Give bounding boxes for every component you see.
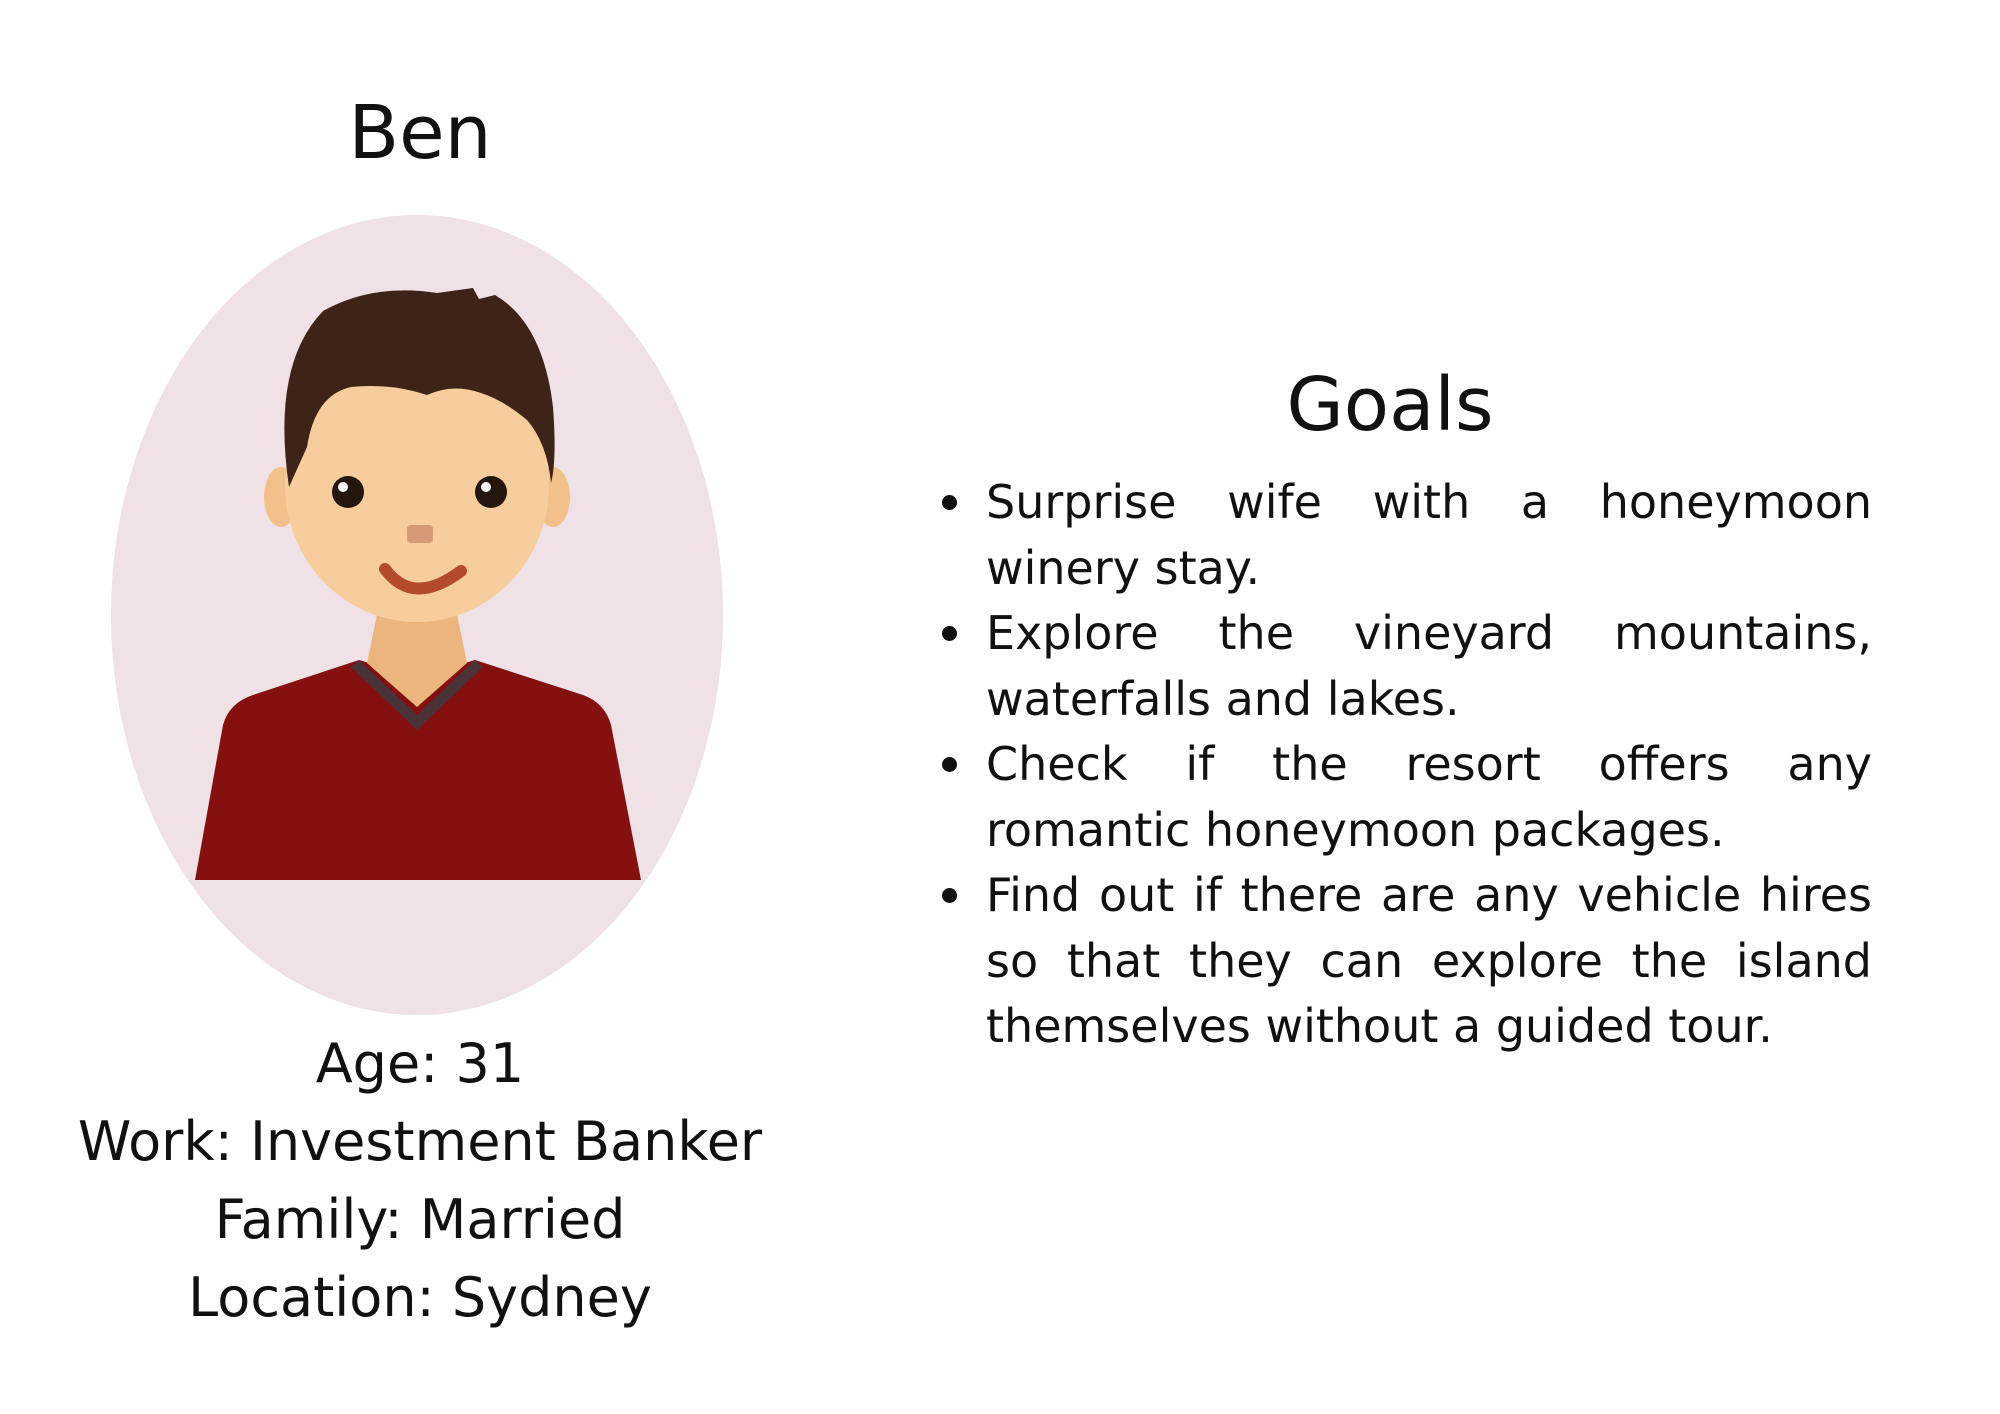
left-eye: [332, 476, 364, 508]
goal-text: Surprise wife with a honeymoon winery st…: [986, 475, 1872, 595]
goals-list: Surprise wife with a honeymoon winery st…: [942, 470, 1872, 1060]
persona-details: Age: 31 Work: Investment Banker Family: …: [20, 1025, 820, 1337]
detail-location: Location: Sydney: [188, 1266, 652, 1329]
sweater: [195, 660, 641, 880]
bullet-icon: [942, 495, 957, 510]
nose: [407, 525, 433, 543]
face: [285, 348, 549, 622]
goal-text: Check if the resort offers any romantic …: [986, 737, 1872, 857]
bullet-icon: [942, 626, 957, 641]
detail-work: Work: Investment Banker: [77, 1110, 763, 1173]
mouth: [379, 563, 467, 595]
goal-text: Explore the vineyard mountains, waterfal…: [986, 606, 1872, 726]
persona-name: Ben: [348, 90, 492, 176]
detail-family: Family: Married: [214, 1188, 626, 1251]
bullet-icon: [942, 757, 957, 772]
goal-item: Check if the resort offers any romantic …: [942, 732, 1872, 863]
goal-item: Explore the vineyard mountains, waterfal…: [942, 601, 1872, 732]
neck: [367, 595, 467, 707]
detail-age: Age: 31: [315, 1032, 525, 1095]
right-eye: [475, 476, 507, 508]
goal-text: Find out if there are any vehicle hires …: [986, 868, 1872, 1053]
goal-item: Surprise wife with a honeymoon winery st…: [942, 470, 1872, 601]
hair: [284, 288, 555, 487]
goals-title: Goals: [1286, 362, 1494, 448]
goal-item: Find out if there are any vehicle hires …: [942, 863, 1872, 1060]
collar: [351, 660, 483, 730]
man-avatar-icon: [111, 215, 723, 1015]
bullet-icon: [942, 888, 957, 903]
